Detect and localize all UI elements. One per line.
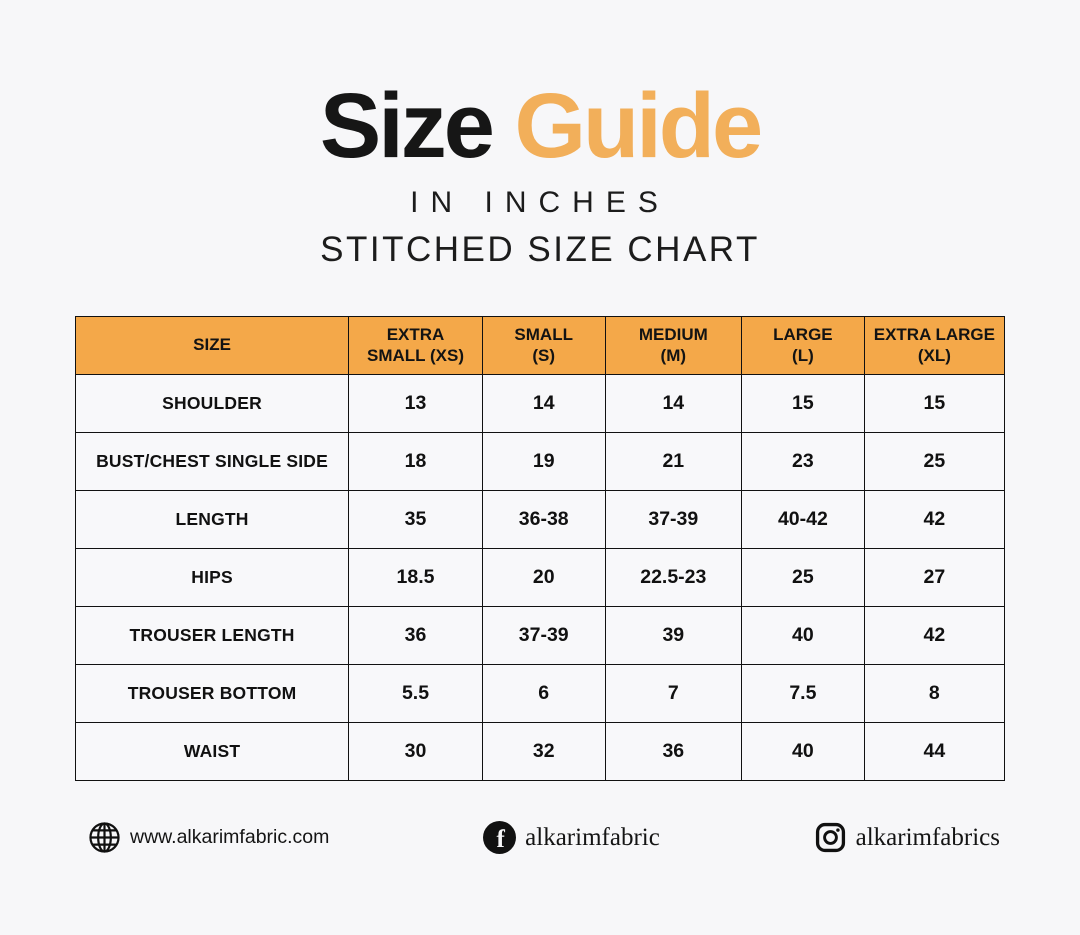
- size-value: 30: [348, 722, 483, 781]
- table-row-waist: WAIST 30 32 36 40 44: [74, 722, 1006, 781]
- col-header-text: MEDIUM: [638, 325, 708, 345]
- footer: www.alkarimfabric.com f alkarimfabric al…: [0, 821, 1080, 854]
- size-value: 6: [481, 664, 606, 723]
- col-header-text: (XL): [917, 345, 951, 365]
- row-label-hips: HIPS: [74, 548, 350, 607]
- size-value: 8: [863, 664, 1006, 723]
- facebook-handle: alkarimfabric: [525, 823, 660, 851]
- size-value: 21: [604, 432, 743, 491]
- col-header-text: EXTRA: [386, 325, 445, 345]
- page-title-black: Size: [319, 75, 495, 177]
- row-label-length: LENGTH: [74, 490, 350, 549]
- col-header-large: LARGE (L): [741, 316, 865, 375]
- size-value: 40: [741, 606, 865, 665]
- size-value: 37-39: [481, 606, 606, 665]
- row-label-shoulder: SHOULDER: [74, 374, 350, 433]
- size-value: 36: [604, 722, 743, 781]
- table-row-hips: HIPS 18.5 20 22.5-23 25 27: [74, 548, 1006, 607]
- size-value: 37-39: [604, 490, 743, 549]
- row-label-bust-chest: BUST/CHEST SINGLE SIDE: [74, 432, 350, 491]
- size-value: 39: [604, 606, 743, 665]
- col-header-text: (L): [792, 345, 814, 365]
- page-title: Size Guide: [0, 80, 1080, 172]
- facebook-icon: f: [483, 821, 517, 854]
- size-value: 36-38: [481, 490, 606, 549]
- col-header-text: SMALL (XS): [367, 345, 464, 365]
- size-value: 14: [604, 374, 743, 433]
- page-title-orange: Guide: [514, 75, 763, 177]
- instagram-handle: alkarimfabrics: [855, 823, 1000, 851]
- size-table: SIZE EXTRA SMALL (XS) SMALL (S) MEDIUM (M) …: [74, 316, 1006, 781]
- size-value: 13: [348, 374, 483, 433]
- row-label-waist: WAIST: [74, 722, 350, 781]
- size-value: 40: [741, 722, 865, 781]
- size-value: 36: [348, 606, 483, 665]
- col-header-extra-small: EXTRA SMALL (XS): [348, 316, 483, 375]
- size-value: 23: [741, 432, 865, 491]
- title-block: Size Guide IN INCHES STITCHED SIZE CHART: [0, 0, 1080, 270]
- size-value: 15: [741, 374, 865, 433]
- table-row-length: LENGTH 35 36-38 37-39 40-42 42: [74, 490, 1006, 549]
- size-value: 35: [348, 490, 483, 549]
- table-header-row: SIZE EXTRA SMALL (XS) SMALL (S) MEDIUM (M) …: [74, 316, 1006, 375]
- col-header-text: (M): [660, 345, 687, 365]
- table-row-bust-chest: BUST/CHEST SINGLE SIDE 18 19 21 23 25: [74, 432, 1006, 491]
- footer-facebook: f alkarimfabric: [483, 821, 660, 854]
- row-label-trouser-length: TROUSER LENGTH: [74, 606, 350, 665]
- size-value: 18.5: [348, 548, 483, 607]
- size-value: 14: [481, 374, 606, 433]
- col-header-extra-large: EXTRA LARGE (XL): [863, 316, 1006, 375]
- size-value: 25: [863, 432, 1006, 491]
- table-row-trouser-bottom: TROUSER BOTTOM 5.5 6 7 7.5 8: [74, 664, 1006, 723]
- subtitle-in-inches: IN INCHES: [410, 186, 670, 219]
- size-value: 7: [604, 664, 743, 723]
- size-value: 27: [863, 548, 1006, 607]
- col-header-medium: MEDIUM (M): [604, 316, 743, 375]
- row-label-trouser-bottom: TROUSER BOTTOM: [74, 664, 350, 723]
- col-header-size: SIZE: [74, 316, 350, 375]
- col-header-text: (S): [532, 345, 556, 365]
- size-value: 5.5: [348, 664, 483, 723]
- size-value: 42: [863, 606, 1006, 665]
- size-value: 15: [863, 374, 1006, 433]
- facebook-f-glyph: f: [496, 826, 505, 853]
- footer-website: www.alkarimfabric.com: [88, 821, 329, 854]
- size-value: 7.5: [741, 664, 865, 723]
- col-header-text: SIZE: [193, 335, 231, 355]
- size-value: 25: [741, 548, 865, 607]
- footer-instagram: alkarimfabrics: [814, 821, 1000, 854]
- table-row-trouser-length: TROUSER LENGTH 36 37-39 39 40 42: [74, 606, 1006, 665]
- chart-heading: STITCHED SIZE CHART: [320, 230, 760, 269]
- col-header-text: LARGE: [773, 325, 833, 345]
- instagram-icon: [814, 821, 847, 854]
- website-url: www.alkarimfabric.com: [130, 826, 330, 848]
- size-value: 44: [863, 722, 1006, 781]
- size-value: 20: [481, 548, 606, 607]
- col-header-text: EXTRA LARGE: [873, 325, 995, 345]
- col-header-text: SMALL: [514, 325, 573, 345]
- col-header-small: SMALL (S): [481, 316, 606, 375]
- size-value: 22.5-23: [604, 548, 743, 607]
- size-value: 19: [481, 432, 606, 491]
- size-value: 42: [863, 490, 1006, 549]
- size-value: 32: [481, 722, 606, 781]
- globe-icon: [88, 821, 121, 854]
- size-value: 18: [348, 432, 483, 491]
- table-row-shoulder: SHOULDER 13 14 14 15 15: [74, 374, 1006, 433]
- size-value: 40-42: [741, 490, 865, 549]
